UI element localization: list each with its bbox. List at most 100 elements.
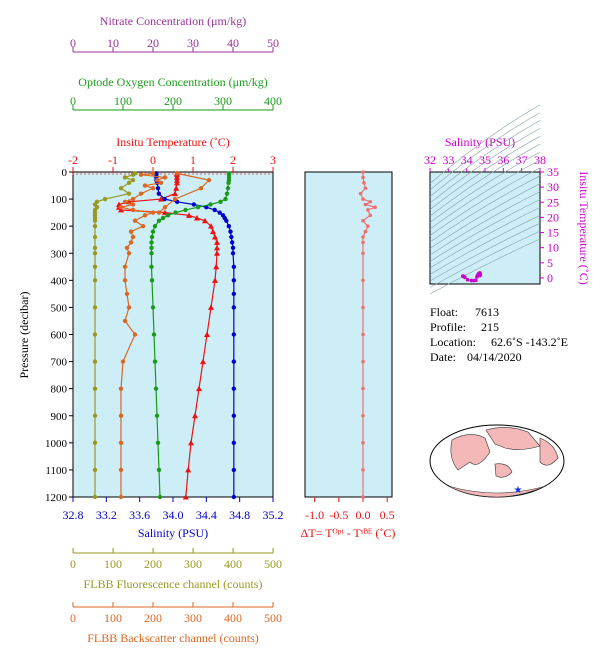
fluorescence-tick-label: 100 xyxy=(104,557,122,571)
salinity-tick-label: 34.0 xyxy=(163,508,184,522)
data-point-oxygen xyxy=(183,207,188,213)
world-map: ★ xyxy=(429,424,565,498)
profile-row: Profile: 215 xyxy=(430,320,568,335)
data-point-backscatter xyxy=(128,240,134,245)
delta-t-point xyxy=(363,202,368,207)
data-point-temperature xyxy=(182,494,189,500)
data-point-nitrate xyxy=(130,177,136,183)
pressure-axis-label: Pressure (decibar) xyxy=(17,292,31,379)
float-value: 7613 xyxy=(475,305,499,319)
backscatter-tick-label: 100 xyxy=(104,611,122,625)
ts-point xyxy=(469,278,474,283)
data-point-oxygen xyxy=(160,215,166,221)
data-point-backscatter xyxy=(126,305,132,310)
data-point-salinity xyxy=(231,278,237,283)
salinity-tick-label: 32.8 xyxy=(63,508,84,522)
ts-y-tick-label: 35 xyxy=(547,165,559,179)
data-point-backscatter xyxy=(130,234,136,240)
temperature-tick-label: 3 xyxy=(270,153,276,167)
data-point-backscatter xyxy=(130,202,136,207)
data-point-temperature xyxy=(214,244,220,251)
data-point-backscatter xyxy=(150,171,156,176)
data-point-oxygen xyxy=(173,210,178,215)
delta-t-point xyxy=(373,205,377,210)
data-point-backscatter xyxy=(122,264,128,269)
temperature-tick-label: -2 xyxy=(68,153,78,167)
ts-contour xyxy=(429,128,541,204)
delta-t-axis-title: ΔT= Tᴼᵖᵗ - Tˢᴮᴱ (˚C) xyxy=(301,526,396,540)
ts-point xyxy=(474,278,478,283)
data-point-oxygen xyxy=(226,180,231,186)
delta-t-point xyxy=(361,359,365,364)
data-point-nitrate xyxy=(92,264,98,269)
series-line-backscatter xyxy=(120,172,166,497)
data-point-backscatter xyxy=(154,177,160,183)
data-point-backscatter xyxy=(138,191,144,196)
pressure-tick-label: 600 xyxy=(51,330,68,342)
data-point-salinity xyxy=(231,440,237,446)
data-point-backscatter xyxy=(122,278,128,283)
delta-t-point xyxy=(361,175,365,180)
float-location-marker: ★ xyxy=(514,485,523,496)
data-point-nitrate xyxy=(92,245,98,251)
data-point-backscatter xyxy=(150,186,156,191)
data-point-backscatter-upper xyxy=(172,196,178,202)
data-point-oxygen xyxy=(149,251,154,256)
ts-contour xyxy=(429,167,541,236)
data-point-oxygen xyxy=(149,234,155,240)
ts-contour xyxy=(429,175,541,243)
delta-t-point xyxy=(368,199,373,204)
data-point-backscatter xyxy=(126,251,132,256)
oxygen-tick-label: 400 xyxy=(264,94,282,108)
fluorescence-tick-label: 400 xyxy=(224,557,242,571)
data-point-temperature xyxy=(173,185,180,191)
data-point-nitrate xyxy=(92,223,98,229)
delta-t-point xyxy=(361,197,365,201)
ts-contour xyxy=(429,120,541,197)
fluorescence-tick-label: 300 xyxy=(184,557,202,571)
data-point-backscatter xyxy=(122,199,128,204)
pressure-tick-label: 1200 xyxy=(45,492,68,504)
delta-t-point xyxy=(366,208,370,212)
map-landmass xyxy=(450,434,491,471)
data-point-temperature xyxy=(208,223,214,229)
ts-y-tick-label: 30 xyxy=(547,180,559,194)
map-landmass xyxy=(494,463,513,478)
nitrate-tick-label: 10 xyxy=(107,36,119,50)
data-point-oxygen xyxy=(150,305,156,310)
location-value: 62.6˚S -143.2˚E xyxy=(491,335,568,349)
data-point-nitrate xyxy=(118,186,124,191)
data-point-temperature xyxy=(212,277,218,283)
date-label: Date: xyxy=(430,350,456,364)
ts-contour xyxy=(429,199,541,262)
salinity-tick-label: 34.8 xyxy=(229,508,250,522)
backscatter-tick-label: 200 xyxy=(144,611,162,625)
map-landmass xyxy=(447,485,547,498)
data-point-temperature xyxy=(174,179,180,186)
delta-t-point xyxy=(361,218,365,223)
pressure-tick-label: 300 xyxy=(51,248,68,260)
fluorescence-tick-label: 0 xyxy=(70,557,76,571)
data-point-nitrate xyxy=(92,305,98,310)
data-point-oxygen xyxy=(195,205,201,210)
data-point-nitrate xyxy=(92,467,98,473)
ts-x-tick-label: 33 xyxy=(442,153,454,167)
data-point-oxygen xyxy=(156,218,162,223)
data-point-backscatter xyxy=(142,183,148,188)
backscatter-tick-label: 500 xyxy=(264,611,282,625)
data-point-oxygen xyxy=(223,196,228,202)
backscatter-tick-label: 0 xyxy=(70,611,76,625)
ts-point xyxy=(465,277,470,282)
delta-t-point xyxy=(361,251,365,256)
data-point-oxygen xyxy=(157,494,163,500)
data-point-oxygen xyxy=(208,202,213,207)
data-point-oxygen xyxy=(225,186,231,191)
data-point-salinity xyxy=(229,240,235,245)
temperature-axis-title: Insitu Temperature (˚C) xyxy=(116,135,230,149)
data-point-oxygen xyxy=(165,213,171,218)
data-point-nitrate xyxy=(92,386,98,391)
data-point-salinity xyxy=(224,218,229,223)
nitrate-tick-label: 30 xyxy=(187,36,199,50)
data-point-backscatter xyxy=(118,205,124,210)
data-point-salinity xyxy=(162,196,167,202)
